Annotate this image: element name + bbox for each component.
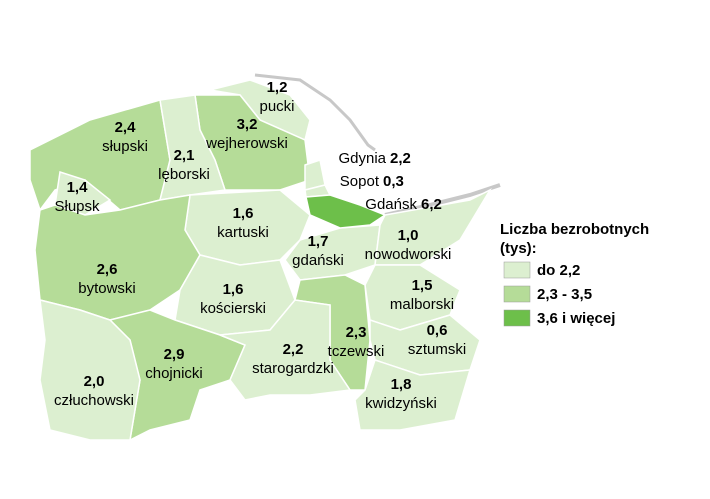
city-name: Sopot <box>340 173 380 190</box>
region-name: Słupsk <box>54 198 100 215</box>
region-value: 3,2 <box>237 116 258 133</box>
legend-label: 3,6 i więcej <box>537 310 615 327</box>
labels: 1,2 pucki 2,4 słupski 3,2 wejherowski 2,1 lębor… <box>54 79 466 412</box>
region-name: malborski <box>390 296 454 313</box>
region-value: 2,3 <box>346 324 367 341</box>
region <box>158 94 226 201</box>
legend: Liczba bezrobotnych (tys):do 2,2 2,3 - 3,5… <box>500 221 649 327</box>
hel-peninsula <box>254 73 376 152</box>
region-value: 2,6 <box>97 261 118 278</box>
region <box>54 171 112 216</box>
region-value: 2,2 <box>283 341 304 358</box>
region-value: 2,9 <box>164 346 185 363</box>
region-value: 1,0 <box>398 227 419 244</box>
regions <box>29 79 492 442</box>
region-name: starogardzki <box>252 360 334 377</box>
region-name: lęborski <box>158 166 210 183</box>
legend-title: (tys): <box>500 240 537 257</box>
legend-title: Liczba bezrobotnych <box>500 221 649 238</box>
city-name: Gdańsk <box>365 196 417 213</box>
region-name: sztumski <box>408 341 466 358</box>
region-name: tczewski <box>328 343 385 360</box>
region-name: wejherowski <box>205 135 288 152</box>
region-value: 1,8 <box>391 376 412 393</box>
region-name: człuchowski <box>54 392 134 409</box>
region-value: 1,7 <box>308 233 329 250</box>
region-name: kościerski <box>200 300 266 317</box>
city-value: 2,2 <box>390 150 411 167</box>
city-name: Gdynia <box>338 150 386 167</box>
region-value: 1,4 <box>67 179 89 196</box>
region-value: 1,5 <box>412 277 433 294</box>
region <box>354 359 472 431</box>
vistula-spit <box>384 183 501 217</box>
region-name: kwidzyński <box>365 395 437 412</box>
region <box>374 188 492 266</box>
legend-swatch <box>503 285 531 303</box>
region-value: 0,6 <box>427 322 448 339</box>
region-name: pucki <box>259 98 294 115</box>
legend-swatch <box>503 261 531 279</box>
city-value: 0,3 <box>383 173 404 190</box>
region-value: 2,1 <box>174 147 195 164</box>
region-value: 1,6 <box>223 281 244 298</box>
region-name: gdański <box>292 252 344 269</box>
legend-label: 2,3 - 3,5 <box>537 286 592 303</box>
region-value: 2,0 <box>84 373 105 390</box>
region-name: słupski <box>102 138 148 155</box>
region-value: 1,6 <box>233 205 254 222</box>
region <box>305 194 387 229</box>
legend-label: do 2,2 <box>537 262 580 279</box>
region-value: 1,2 <box>267 79 288 96</box>
legend-swatch <box>503 309 531 327</box>
region-name: chojnicki <box>145 365 203 382</box>
region <box>39 299 141 441</box>
region <box>219 299 352 401</box>
city-value: 6,2 <box>421 196 442 213</box>
region-name: bytowski <box>78 280 136 297</box>
region-value: 2,4 <box>115 119 137 136</box>
region-name: kartuski <box>217 224 269 241</box>
region-name: nowodworski <box>365 246 452 263</box>
